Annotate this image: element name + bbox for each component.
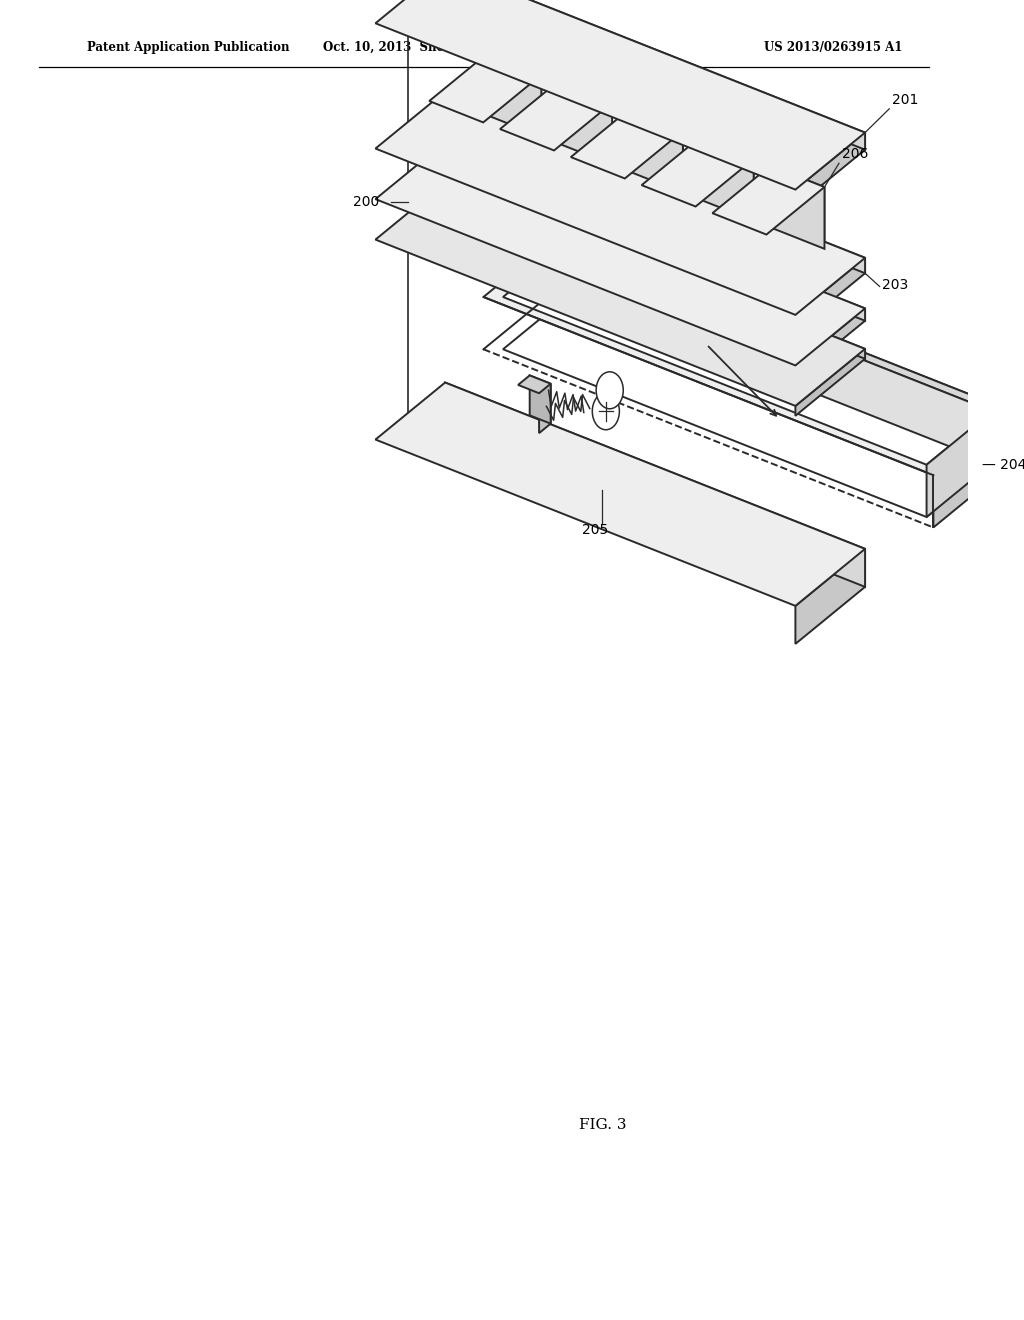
Polygon shape <box>376 0 865 190</box>
Polygon shape <box>445 143 865 321</box>
Text: FIG. 3: FIG. 3 <box>579 1118 626 1131</box>
Polygon shape <box>625 131 683 240</box>
Polygon shape <box>539 384 551 433</box>
Text: 201: 201 <box>892 92 919 107</box>
Text: 206: 206 <box>842 147 868 161</box>
Circle shape <box>596 372 624 409</box>
Polygon shape <box>503 296 992 517</box>
Polygon shape <box>503 243 992 465</box>
Text: 200: 200 <box>352 195 379 209</box>
Polygon shape <box>518 375 551 393</box>
Polygon shape <box>796 309 865 378</box>
Polygon shape <box>554 103 612 213</box>
Polygon shape <box>529 375 551 424</box>
Polygon shape <box>796 348 865 416</box>
Polygon shape <box>570 110 683 178</box>
Polygon shape <box>796 132 865 207</box>
Text: Patent Application Publication: Patent Application Publication <box>87 41 290 54</box>
Polygon shape <box>487 54 542 137</box>
Circle shape <box>592 393 620 430</box>
Polygon shape <box>376 91 865 315</box>
Polygon shape <box>445 182 865 359</box>
Polygon shape <box>568 243 992 463</box>
Text: 205: 205 <box>583 523 608 537</box>
Polygon shape <box>445 91 865 273</box>
Polygon shape <box>934 411 1012 528</box>
Polygon shape <box>796 257 865 330</box>
Text: — 204: — 204 <box>982 458 1024 473</box>
Polygon shape <box>642 137 754 206</box>
Polygon shape <box>376 383 865 606</box>
Polygon shape <box>376 143 865 366</box>
Text: Oct. 10, 2013  Sheet 3 of 9: Oct. 10, 2013 Sheet 3 of 9 <box>324 41 499 54</box>
Polygon shape <box>562 232 1012 463</box>
Polygon shape <box>483 232 1012 475</box>
Polygon shape <box>927 411 992 517</box>
Polygon shape <box>629 110 683 193</box>
Polygon shape <box>445 383 865 587</box>
Polygon shape <box>796 549 865 644</box>
Polygon shape <box>699 137 754 220</box>
Polygon shape <box>766 187 824 296</box>
Text: US 2013/0263915 A1: US 2013/0263915 A1 <box>765 41 903 54</box>
Polygon shape <box>500 82 612 150</box>
Polygon shape <box>376 182 865 407</box>
Polygon shape <box>445 0 865 149</box>
Polygon shape <box>483 75 542 185</box>
Text: 203: 203 <box>883 279 908 292</box>
Polygon shape <box>429 54 542 123</box>
Polygon shape <box>713 165 824 235</box>
Polygon shape <box>695 158 754 268</box>
Polygon shape <box>770 165 824 248</box>
Polygon shape <box>558 82 612 165</box>
